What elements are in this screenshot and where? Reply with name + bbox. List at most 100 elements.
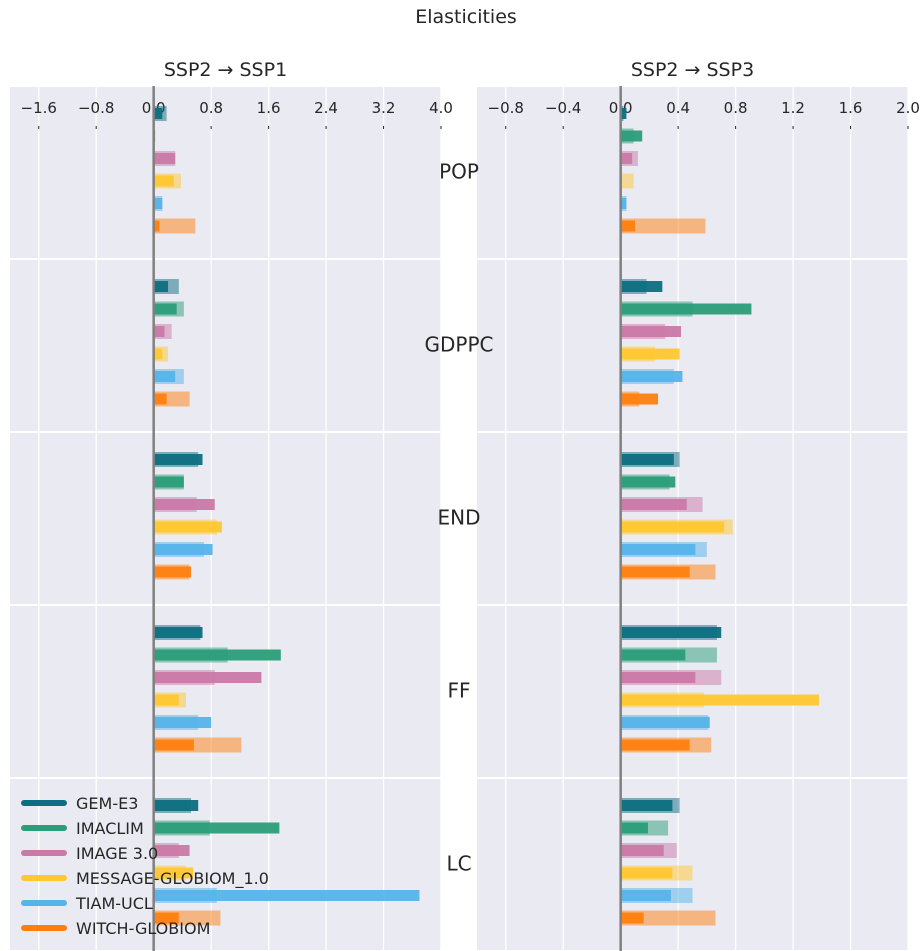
panel-cell: [10, 260, 441, 431]
bar-primary: [153, 566, 192, 578]
bar-primary: [153, 499, 215, 510]
bar-secondary: [620, 173, 634, 189]
bar-primary: [620, 566, 690, 578]
bar-primary: [620, 544, 696, 555]
x-tick-label: 0.8: [724, 99, 748, 117]
bar-primary: [620, 348, 680, 360]
bar-primary: [620, 393, 659, 405]
bar-primary: [620, 717, 710, 728]
row-label: GDPPC: [425, 333, 494, 357]
row-label: POP: [439, 160, 479, 184]
legend-label: MESSAGE-GLOBIOM_1.0: [76, 869, 269, 889]
bar-primary: [153, 717, 212, 728]
bar-primary: [153, 220, 160, 232]
bar-primary: [620, 867, 673, 879]
panel-1: SSP2 → SSP1−1.6−0.80.00.81.62.43.24.0: [10, 59, 453, 951]
panel-cell: [10, 87, 441, 258]
bar-primary: [153, 912, 179, 924]
bar-primary: [620, 220, 636, 232]
bar-secondary: [153, 218, 196, 234]
x-tick-label: 1.6: [257, 99, 281, 117]
x-tick-label: 0.8: [199, 99, 223, 117]
x-tick-label: 4.0: [429, 99, 453, 117]
figure-title: Elasticities: [415, 6, 517, 28]
bar-primary: [153, 153, 176, 164]
bar-primary: [620, 281, 663, 292]
bar-primary: [620, 845, 664, 856]
legend-label: WITCH-GLOBIOM: [76, 919, 210, 938]
bar-primary: [620, 912, 644, 924]
bar-primary: [620, 454, 674, 465]
bar-primary: [153, 476, 184, 488]
bar-primary: [153, 867, 194, 879]
bar-primary: [153, 672, 262, 683]
row-label: LC: [446, 852, 471, 876]
bar-primary: [153, 521, 222, 533]
bar-primary: [153, 393, 167, 405]
x-tick-label: 1.2: [781, 99, 805, 117]
x-tick-label: 3.2: [372, 99, 396, 117]
legend-label: GEM-E3: [76, 794, 138, 813]
x-tick-label: −0.4: [545, 99, 581, 117]
panel-title: SSP2 → SSP3: [631, 59, 754, 81]
bar-primary: [620, 198, 627, 209]
bar-primary: [620, 649, 686, 661]
bar-primary: [153, 800, 199, 811]
bar-primary: [153, 454, 203, 465]
bar-primary: [620, 739, 690, 751]
bar-primary: [620, 303, 752, 315]
bar-primary: [153, 108, 163, 119]
bar-primary: [153, 822, 280, 834]
bar-primary: [153, 627, 203, 638]
bar-primary: [153, 175, 174, 187]
panel-cell: [10, 779, 441, 950]
x-tick-label: 2.4: [314, 99, 338, 117]
bar-secondary: [620, 910, 716, 926]
bar-primary: [620, 694, 819, 706]
bar-secondary: [620, 218, 706, 234]
bar-primary: [153, 371, 176, 382]
bar-primary: [620, 130, 643, 142]
panel-2: SSP2 → SSP3−0.8−0.40.00.40.81.21.62.0: [477, 59, 920, 951]
bar-primary: [153, 845, 190, 856]
bar-primary: [620, 153, 633, 164]
x-tick-label: −0.8: [78, 99, 114, 117]
panel-cell: [477, 260, 908, 431]
bar-primary: [620, 627, 722, 638]
x-tick-label: −1.6: [21, 99, 57, 117]
row-labels: POP GDPPC END FF LC: [425, 160, 494, 876]
bar-primary: [620, 822, 648, 834]
bar-primary: [153, 348, 163, 360]
legend-label: IMAGE 3.0: [76, 844, 158, 863]
row-label: FF: [447, 679, 470, 703]
bar-primary: [153, 694, 179, 706]
panel-cell: [10, 433, 441, 604]
bar-primary: [153, 739, 194, 751]
x-tick-label: 2.0: [896, 99, 920, 117]
row-label: END: [438, 506, 481, 530]
bar-primary: [153, 890, 420, 901]
bar-primary: [153, 544, 213, 555]
legend: GEM-E3 IMACLIM IMAGE 3.0 MESSAGE-GLOBIOM_1.…: [21, 794, 269, 938]
bar-primary: [620, 476, 676, 488]
bar-primary: [153, 303, 177, 315]
x-tick-label: −0.8: [488, 99, 524, 117]
legend-label: TIAM-UCL: [75, 894, 153, 913]
bar-primary: [153, 198, 163, 209]
bar-primary: [620, 672, 696, 683]
panel-title: SSP2 → SSP1: [164, 59, 287, 81]
bar-primary: [620, 800, 673, 811]
legend-label: IMACLIM: [76, 819, 144, 838]
bar-primary: [620, 108, 627, 119]
x-tick-label: 0.4: [666, 99, 690, 117]
bar-primary: [620, 521, 725, 533]
bar-primary: [620, 890, 671, 901]
x-tick-label: 1.6: [839, 99, 863, 117]
bar-primary: [620, 371, 683, 382]
chart-panels: SSP2 → SSP1−1.6−0.80.00.81.62.43.24.0SSP…: [10, 59, 920, 951]
bar-primary: [153, 326, 165, 337]
bar-primary: [620, 326, 682, 337]
bar-primary: [620, 499, 687, 510]
bar-primary: [153, 281, 169, 292]
